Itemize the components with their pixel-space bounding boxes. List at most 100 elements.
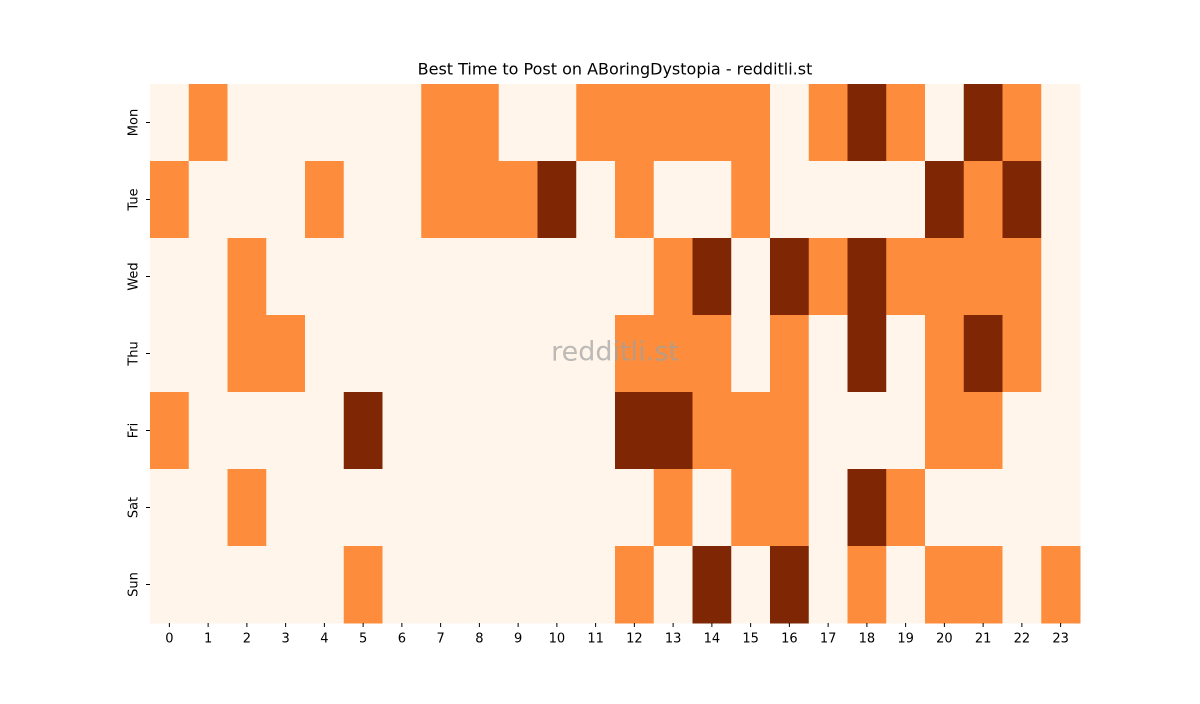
cell	[227, 469, 267, 547]
cell	[343, 238, 383, 316]
cell	[421, 392, 461, 470]
y-tick-label: Tue	[127, 188, 142, 211]
x-tick-label: 12	[626, 632, 643, 647]
cell	[808, 315, 848, 393]
cell	[305, 161, 345, 239]
cell	[886, 469, 926, 547]
cell	[1041, 546, 1081, 624]
cell	[188, 238, 228, 316]
cell	[382, 315, 422, 393]
cell	[537, 238, 577, 316]
cell	[227, 315, 267, 393]
cell	[150, 238, 190, 316]
cell	[576, 84, 616, 162]
x-tick-label: 23	[1052, 632, 1069, 647]
cell	[382, 546, 422, 624]
x-tick-label: 7	[436, 632, 444, 647]
cell	[886, 84, 926, 162]
cell	[653, 238, 693, 316]
cell	[266, 161, 306, 239]
cell	[537, 161, 577, 239]
cell	[460, 161, 500, 239]
cell	[537, 84, 577, 162]
x-tick-label: 18	[859, 632, 876, 647]
x-tick-label: 16	[781, 632, 798, 647]
y-tick-label: Thu	[127, 341, 142, 366]
x-tick-label: 13	[665, 632, 682, 647]
cell	[1041, 469, 1081, 547]
cell	[692, 161, 732, 239]
cell	[266, 315, 306, 393]
cell	[925, 238, 965, 316]
cell	[770, 469, 810, 547]
cell	[770, 546, 810, 624]
cell	[537, 315, 577, 393]
x-tick-label: 9	[514, 632, 522, 647]
cell	[460, 392, 500, 470]
cell	[382, 238, 422, 316]
cell	[963, 84, 1003, 162]
cell	[460, 84, 500, 162]
cell	[227, 84, 267, 162]
cell	[1002, 161, 1042, 239]
x-tick-label: 2	[243, 632, 251, 647]
cell	[1041, 161, 1081, 239]
x-tick-label: 6	[398, 632, 406, 647]
cell	[963, 161, 1003, 239]
cell	[963, 546, 1003, 624]
cell	[731, 315, 771, 393]
cell	[498, 84, 538, 162]
cell	[421, 315, 461, 393]
cell	[305, 84, 345, 162]
cell	[615, 315, 655, 393]
cell	[188, 469, 228, 547]
y-tick-label: Wed	[127, 262, 142, 290]
cell	[343, 469, 383, 547]
cell	[343, 315, 383, 393]
cell	[886, 238, 926, 316]
cell	[343, 84, 383, 162]
cell	[188, 392, 228, 470]
cell	[305, 546, 345, 624]
cell	[421, 161, 461, 239]
cell	[808, 392, 848, 470]
x-tick-label: 10	[549, 632, 566, 647]
cell	[1002, 546, 1042, 624]
cell	[382, 161, 422, 239]
cell	[343, 161, 383, 239]
y-tick-label: Mon	[127, 109, 142, 136]
cell	[653, 84, 693, 162]
cell	[847, 238, 887, 316]
cell	[188, 84, 228, 162]
x-tick-label: 19	[897, 632, 914, 647]
cell	[615, 238, 655, 316]
cell	[886, 315, 926, 393]
cell	[421, 469, 461, 547]
cell	[576, 161, 616, 239]
cell	[770, 161, 810, 239]
cell	[305, 392, 345, 470]
cell	[963, 469, 1003, 547]
cell	[1041, 84, 1081, 162]
x-tick-label: 21	[975, 632, 992, 647]
cell	[343, 392, 383, 470]
cell	[498, 238, 538, 316]
cell	[305, 469, 345, 547]
cell	[847, 469, 887, 547]
cell	[266, 238, 306, 316]
cell	[537, 469, 577, 547]
y-tick-label: Fri	[127, 423, 142, 439]
cell	[847, 315, 887, 393]
cell	[460, 469, 500, 547]
cell	[150, 546, 190, 624]
cell	[150, 161, 190, 239]
cell	[1002, 84, 1042, 162]
cell	[305, 315, 345, 393]
cell	[692, 469, 732, 547]
cell	[963, 315, 1003, 393]
cell	[615, 469, 655, 547]
cell	[498, 315, 538, 393]
x-tick-label: 15	[742, 632, 759, 647]
cell	[808, 161, 848, 239]
